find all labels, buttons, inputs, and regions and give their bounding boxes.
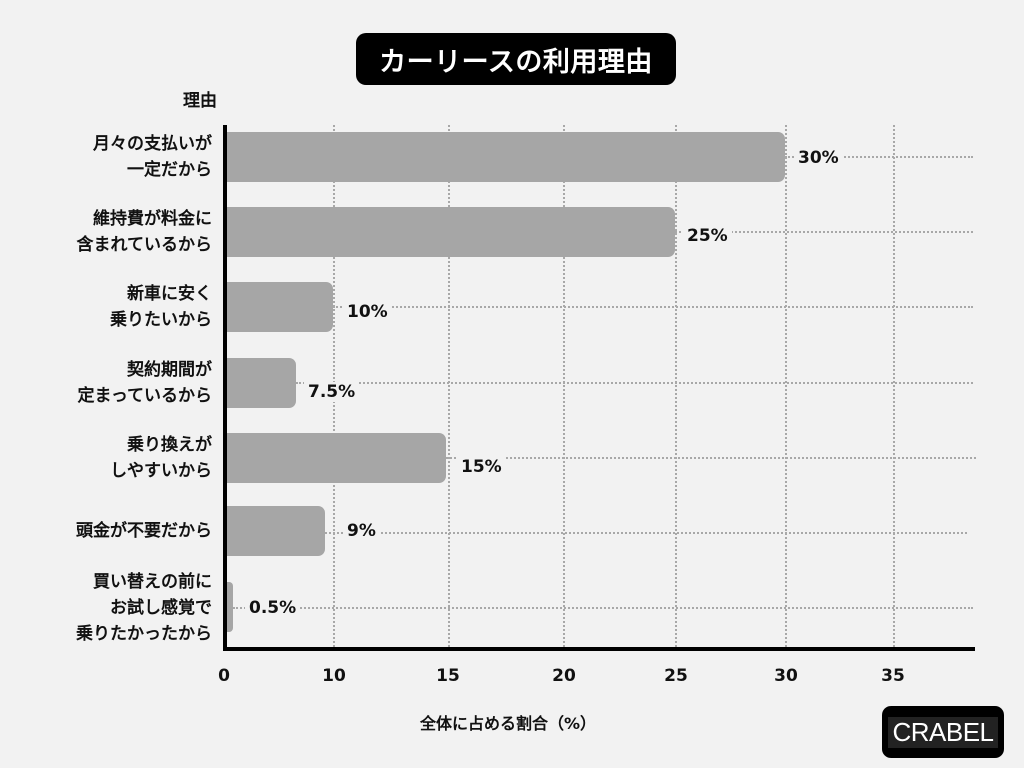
x-tick-label: 35 bbox=[881, 666, 905, 686]
x-tick-label: 25 bbox=[664, 666, 688, 686]
category-label: 頭金が不要だから bbox=[76, 521, 212, 541]
value-label: 7.5% bbox=[304, 382, 360, 402]
brand-logo-text: CRABEL bbox=[888, 716, 998, 748]
gridline-row bbox=[333, 306, 973, 308]
chart-title: カーリースの利用理由 bbox=[356, 33, 676, 85]
x-tick-label: 20 bbox=[552, 666, 576, 686]
gridline-x-35 bbox=[893, 125, 895, 647]
gridline-x-15 bbox=[448, 125, 450, 647]
bar-row-7 bbox=[227, 582, 233, 632]
bar-row-1 bbox=[227, 132, 785, 182]
bar-row-4 bbox=[227, 358, 296, 408]
x-axis-line bbox=[223, 647, 975, 651]
value-label: 30% bbox=[794, 148, 843, 168]
category-label: 維持費が料金に 含まれているから bbox=[76, 209, 213, 255]
category-label: 月々の支払いが 一定だから bbox=[93, 134, 212, 180]
y-axis-title: 理由 bbox=[183, 91, 217, 111]
gridline-row bbox=[296, 382, 973, 384]
category-label: 契約期間が 定まっているから bbox=[77, 360, 212, 406]
gridline-row bbox=[785, 156, 973, 158]
bar-row-2 bbox=[227, 207, 675, 257]
y-axis-line bbox=[223, 125, 227, 650]
x-tick-label: 10 bbox=[322, 666, 346, 686]
gridline-x-20 bbox=[563, 125, 565, 647]
value-label: 25% bbox=[683, 226, 732, 246]
gridline-row bbox=[325, 532, 967, 534]
value-label: 9% bbox=[343, 521, 380, 541]
gridline-row bbox=[446, 457, 976, 459]
gridline-x-30 bbox=[785, 125, 787, 647]
brand-logo: CRABEL bbox=[882, 706, 1004, 758]
x-tick-label: 15 bbox=[436, 666, 460, 686]
x-tick-label: 30 bbox=[774, 666, 798, 686]
category-label: 新車に安く 乗りたいから bbox=[110, 284, 212, 330]
value-label: 15% bbox=[457, 457, 506, 477]
bar-row-5 bbox=[227, 433, 446, 483]
category-label: 乗り換えが しやすいから bbox=[110, 435, 212, 481]
x-tick-label: 0 bbox=[218, 666, 230, 686]
value-label: 10% bbox=[343, 302, 392, 322]
gridline-x-25 bbox=[675, 125, 677, 647]
x-axis-title: 全体に占める割合（%） bbox=[420, 714, 597, 733]
bar-row-6 bbox=[227, 506, 325, 556]
gridline-row bbox=[233, 607, 973, 609]
gridline-row bbox=[675, 231, 973, 233]
category-label: 買い替えの前に お試し感覚で 乗りたかったから bbox=[76, 572, 212, 644]
value-label: 0.5% bbox=[245, 598, 301, 618]
bar-row-3 bbox=[227, 282, 333, 332]
